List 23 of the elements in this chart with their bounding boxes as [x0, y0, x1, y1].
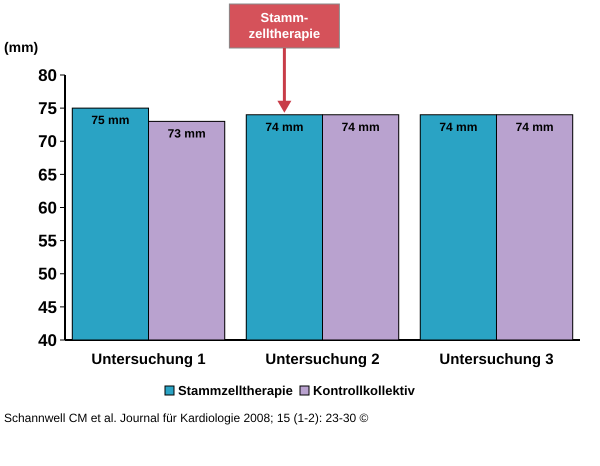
x-tick-label: Untersuchung 3 [439, 351, 554, 368]
y-tick-label: 40 [38, 330, 57, 350]
x-tick-label: Untersuchung 1 [91, 351, 206, 368]
legend-label: Stammzelltherapie [178, 383, 293, 398]
data-label: 73 mm [168, 126, 206, 140]
data-label: 74 mm [265, 120, 304, 134]
text: Schannwell CM et al. Journal für Kardiologie 2008; 15 (1-2): 23-30 © [4, 411, 369, 425]
y-tick-label: 65 [38, 165, 57, 184]
y-tick-label: 80 [38, 66, 57, 85]
legend-label: Kontrollkollektiv [313, 383, 416, 398]
data-label: 74 mm [439, 120, 478, 134]
y-tick-label: 70 [38, 132, 57, 152]
y-tick-label: 60 [38, 198, 57, 218]
y-tick-label: 75 [38, 99, 57, 118]
x-tick-label: Untersuchung 2 [265, 351, 380, 368]
data-label: 74 mm [516, 120, 554, 134]
y-axis-title: (mm) [4, 39, 38, 55]
data-label: 75 mm [91, 113, 130, 128]
y-tick-label: 55 [38, 232, 57, 251]
data-label: 74 mm [342, 120, 380, 134]
y-tick-label: 45 [38, 298, 57, 317]
text: Stamm- zelltherapie [248, 10, 320, 41]
y-tick-label: 50 [38, 264, 57, 284]
